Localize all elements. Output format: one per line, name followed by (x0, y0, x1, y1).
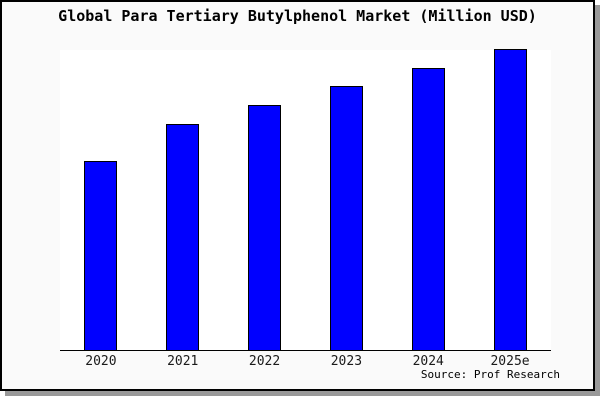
x-axis-labels: 2020 2021 2022 2023 2024 2025e (60, 354, 551, 369)
x-axis-label-2022: 2022 (248, 354, 281, 369)
bars-row (60, 49, 551, 350)
bar-slot-2021 (142, 50, 224, 350)
bar-slot-2020 (60, 50, 142, 350)
bar-slot-2023 (305, 50, 387, 350)
x-axis-label-2023: 2023 (330, 354, 363, 369)
bar-slot-2022 (224, 50, 306, 350)
bar-slot-2025e (469, 49, 551, 350)
chart-frame: Global Para Tertiary Butylphenol Market … (0, 0, 595, 391)
source-note: Source: Prof Research (420, 368, 560, 381)
bar-2023 (329, 86, 363, 350)
bar-slot-2024 (387, 50, 469, 350)
bar-2022 (248, 105, 282, 350)
x-axis-label-2020: 2020 (85, 354, 117, 369)
plot-area (60, 49, 551, 351)
x-axis-label-2021: 2021 (167, 354, 199, 369)
bar-2025e (493, 49, 527, 350)
bar-2020 (84, 161, 118, 350)
x-axis-label-2025e: 2025e (490, 354, 530, 369)
x-axis-label-2024: 2024 (412, 354, 444, 369)
bar-2024 (411, 68, 445, 350)
chart-title: Global Para Tertiary Butylphenol Market … (58, 7, 537, 25)
bar-2021 (166, 124, 200, 350)
